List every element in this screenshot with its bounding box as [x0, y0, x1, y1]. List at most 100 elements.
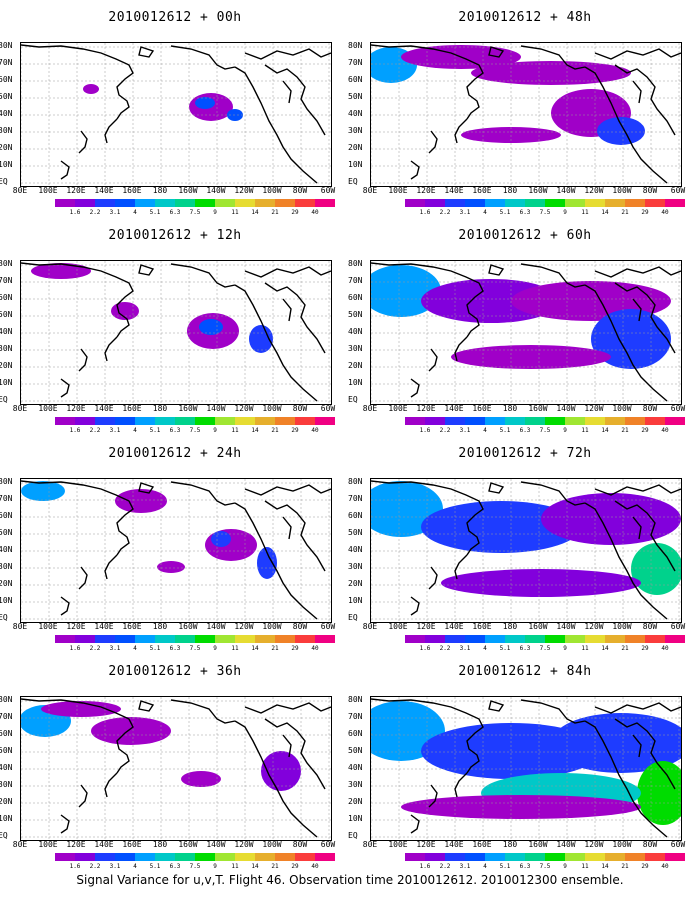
longitude-label: 60W	[670, 186, 686, 195]
coastline	[594, 484, 681, 496]
colorbar-label: 29	[641, 427, 649, 434]
colorbar-swatch	[545, 199, 565, 207]
colorbar-swatch	[215, 853, 235, 861]
longitude-label: 100E	[388, 622, 408, 631]
colorbar-swatch	[315, 417, 335, 425]
longitude-label: 100E	[38, 404, 58, 413]
colorbar-label: 9	[563, 427, 567, 434]
longitude-label: 80E	[362, 622, 378, 631]
coastline	[614, 282, 676, 354]
latitude-label: 10N	[348, 160, 363, 169]
colorbar-label: 3.1	[109, 427, 121, 434]
colorbar-label: 14	[251, 427, 259, 434]
latitude-label: 40N	[348, 545, 363, 554]
longitude-label: 160W	[178, 404, 198, 413]
colorbar-swatch	[665, 853, 685, 861]
panel-title: 2010012612 + 00h	[108, 10, 242, 25]
colorbar-swatch	[665, 199, 685, 207]
colorbar-label: 4	[133, 427, 137, 434]
latitude-label: 50N	[348, 746, 363, 755]
colorbar	[55, 199, 335, 207]
colorbar-swatch	[175, 853, 195, 861]
colorbar-swatch	[235, 853, 255, 861]
latitude-label: 40N	[348, 327, 363, 336]
latitude-label: 60N	[0, 729, 13, 738]
latitude-label: 80N	[348, 477, 363, 486]
variance-shading	[597, 117, 645, 145]
longitude-label: 120E	[66, 840, 86, 849]
colorbar	[55, 417, 335, 425]
coastline	[21, 44, 134, 120]
map-canvas	[371, 43, 681, 186]
longitude-label: 80W	[292, 186, 308, 195]
latitude-label: 50N	[348, 528, 363, 537]
longitude-label: 120W	[234, 840, 254, 849]
longitude-label: 80W	[642, 404, 658, 413]
coastline	[234, 720, 318, 838]
coastline	[264, 718, 326, 790]
colorbar-swatch	[525, 199, 545, 207]
map-canvas	[21, 479, 331, 622]
colorbar-swatch	[275, 853, 295, 861]
colorbar-label: 2.2	[439, 427, 451, 434]
colorbar-label: 7.5	[539, 209, 551, 216]
map-panel: 2010012612 + 00h 80N 70N 60N 50N 40N 30N 20N 10…	[0, 0, 350, 216]
longitude-label: 180	[152, 186, 168, 195]
colorbar-label: 4	[133, 863, 137, 870]
colorbar-swatch	[115, 199, 135, 207]
coastline	[234, 66, 318, 184]
colorbar	[405, 635, 685, 643]
colorbar-swatch	[465, 417, 485, 425]
colorbar-label: 6.3	[169, 645, 181, 652]
colorbar-label: 14	[251, 863, 259, 870]
coastline	[244, 48, 331, 60]
latitude-label: 80N	[0, 259, 13, 268]
longitude-label: 160E	[472, 622, 492, 631]
latitude-label: 80N	[348, 695, 363, 704]
coastline	[60, 378, 70, 398]
coastline	[614, 500, 676, 572]
panel-title: 2010012612 + 36h	[108, 664, 242, 679]
coastline	[282, 516, 292, 540]
colorbar-label: 7.5	[539, 645, 551, 652]
longitude-label: 180	[152, 840, 168, 849]
longitude-label: 160W	[528, 404, 548, 413]
colorbar-label: 7.5	[539, 427, 551, 434]
colorbar-label: 4	[483, 427, 487, 434]
latitude-label: 60N	[0, 75, 13, 84]
latitude-label: 30N	[0, 780, 13, 789]
map-canvas	[21, 697, 331, 840]
colorbar-label: 3.1	[459, 209, 471, 216]
colorbar-swatch	[55, 635, 75, 643]
colorbar-swatch	[315, 199, 335, 207]
colorbar-swatch	[195, 635, 215, 643]
variance-shading	[471, 61, 631, 85]
longitude-label: 140E	[444, 404, 464, 413]
colorbar-swatch	[485, 635, 505, 643]
longitude-label: 80E	[12, 186, 28, 195]
colorbar-label: 2.2	[89, 863, 101, 870]
longitude-label: 60W	[670, 840, 686, 849]
coastline	[428, 348, 438, 372]
colorbar-swatch	[135, 199, 155, 207]
colorbar-label: 29	[641, 645, 649, 652]
variance-shading	[31, 263, 91, 279]
longitude-label: 80E	[362, 186, 378, 195]
longitude-label: 120E	[66, 186, 86, 195]
coastline	[410, 814, 420, 834]
colorbar-swatch	[95, 853, 115, 861]
colorbar-label: 21	[621, 645, 629, 652]
colorbar-label: 4	[483, 645, 487, 652]
latitude-label: 50N	[348, 92, 363, 101]
longitude-label: 140W	[206, 840, 226, 849]
colorbar-label: 6.3	[519, 863, 531, 870]
colorbar-label: 14	[251, 209, 259, 216]
map-frame	[20, 696, 332, 841]
coastline	[138, 482, 155, 494]
coastline	[104, 772, 118, 798]
coastline	[410, 378, 420, 398]
latitude-label: 40N	[0, 109, 13, 118]
map-frame	[20, 478, 332, 623]
longitude-label: 160E	[122, 186, 142, 195]
coastline	[428, 130, 438, 154]
